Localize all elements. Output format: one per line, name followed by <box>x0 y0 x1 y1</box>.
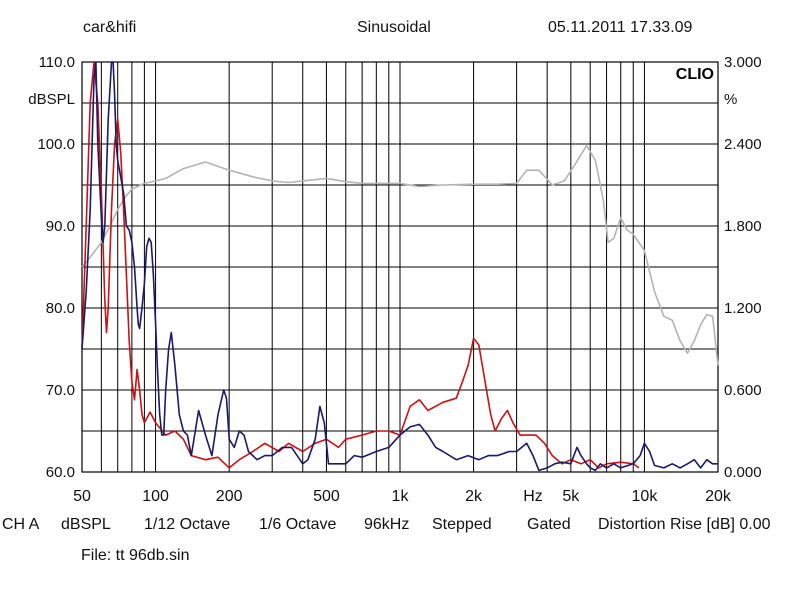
y-tick-label-right: 1.800 <box>724 218 762 235</box>
response-curve-blue <box>81 61 718 472</box>
y-tick-label-left: 90.0 <box>46 218 75 235</box>
x-tick-label: 50 <box>73 488 91 505</box>
footer-distortion-rise: Distortion Rise [dB] 0.00 <box>598 516 771 533</box>
y-tick-label-left: 100.0 <box>37 136 75 153</box>
logo-background <box>668 64 716 84</box>
y-tick-label-left: 60.0 <box>46 464 75 481</box>
y-tick-label-right: 3.000 <box>724 54 762 71</box>
header-right: 05.11.2011 17.33.09 <box>548 19 693 36</box>
x-tick-label: 10k <box>632 488 659 505</box>
header-center: Sinusoidal <box>357 19 431 36</box>
y-axis-label-right: % <box>724 91 737 108</box>
footer-file: File: tt 96db.sin <box>81 547 190 564</box>
footer-unit: dBSPL <box>61 516 111 533</box>
y-tick-label-right: 2.400 <box>724 136 762 153</box>
y-tick-label-left: 70.0 <box>46 382 75 399</box>
x-tick-label: 20k <box>705 488 732 505</box>
y-tick-label-left: 80.0 <box>46 300 75 317</box>
footer-channel: CH A <box>2 516 40 533</box>
x-tick-label: 1k <box>392 488 410 505</box>
footer-mode: Stepped <box>432 516 492 533</box>
y-axis-label-left: dBSPL <box>28 91 75 108</box>
x-tick-label: 100 <box>142 488 169 505</box>
x-tick-label: 500 <box>313 488 340 505</box>
footer-resolution: 1/6 Octave <box>259 516 337 533</box>
response-curve-red <box>81 61 640 469</box>
x-tick-label: 2k <box>465 488 483 505</box>
footer-smoothing: 1/12 Octave <box>144 516 231 533</box>
y-tick-label-right: 0.000 <box>724 464 762 481</box>
footer-sample-rate: 96kHz <box>364 516 410 533</box>
x-tick-label: 200 <box>216 488 243 505</box>
x-tick-label: Hz <box>523 488 543 505</box>
y-tick-label-right: 1.200 <box>724 300 762 317</box>
distortion-curve <box>81 144 719 366</box>
x-tick-label: 5k <box>562 488 580 505</box>
y-tick-label-left: 110.0 <box>39 54 75 71</box>
y-tick-label-right: 0.600 <box>724 382 762 399</box>
footer-gating: Gated <box>527 516 571 533</box>
header-left: car&hifi <box>83 19 137 36</box>
clio-logo: CLIO <box>676 66 714 83</box>
